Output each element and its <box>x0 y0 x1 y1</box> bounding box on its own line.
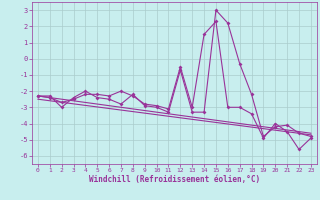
X-axis label: Windchill (Refroidissement éolien,°C): Windchill (Refroidissement éolien,°C) <box>89 175 260 184</box>
